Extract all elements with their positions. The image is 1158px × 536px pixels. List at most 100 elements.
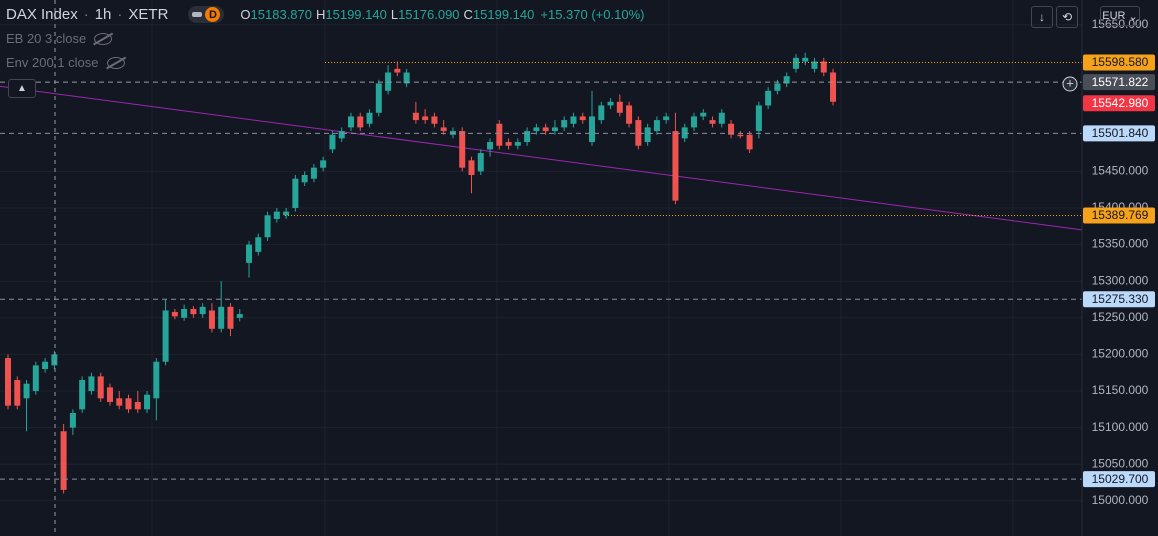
candle-body [97,376,104,399]
candle-body [802,57,809,62]
candle-body [32,365,39,392]
candle-body [811,61,818,69]
separator: · [117,6,123,23]
candle-body [329,134,336,150]
candle-body [5,358,11,406]
candle-body [14,380,21,406]
collapse-button[interactable]: ▲ [8,79,36,98]
hide-icon[interactable] [94,32,113,45]
candle-body [79,380,86,410]
candle-body [283,211,290,216]
candle-body [292,178,299,208]
hide-icon[interactable] [106,56,125,69]
candle-body [653,120,660,132]
currency-button[interactable]: EUR ⌄ [1100,6,1140,26]
price-tag [1083,471,1155,488]
candle-body [561,120,568,128]
ohlc-item: H15199.140 [316,7,387,22]
candle-body [181,309,188,318]
envelope-line [0,85,1083,231]
candle-body [616,101,623,113]
candle-body [190,309,197,315]
change: +15.370 (+0.10%) [540,7,645,22]
scroll-button[interactable]: ↓ [1031,6,1053,28]
time-grid [151,0,1014,536]
candle-body [570,116,577,124]
ohlc-key: L [390,7,399,22]
add-icon: + [1066,75,1074,90]
candle-body [227,306,234,329]
candle-body [579,116,586,121]
market-badge[interactable]: D [188,6,225,23]
candle-body [208,310,215,329]
price-tag [1083,291,1155,308]
y-tick-label: 15000.000 [1092,493,1149,507]
candle-body [635,120,642,146]
fullscreen-button[interactable]: ⟲ [1056,6,1078,28]
ohlc-item: L15176.090 [391,7,460,22]
y-tick-label: 15350.000 [1092,237,1149,251]
candle-body [422,116,429,121]
y-tick-label: 15200.000 [1092,347,1149,361]
candle-body [644,127,651,143]
y-tick-label: 15300.000 [1092,273,1149,287]
symbol: DAX Index [6,6,78,23]
y-tick-label: 15050.000 [1092,456,1149,470]
candle-body [477,153,484,172]
candle-body [42,361,49,370]
candle-body [533,127,540,132]
indicator[interactable]: EB 20 3 close [6,31,113,46]
candle-body [700,112,707,117]
candle-body [440,127,447,132]
candle-body [412,112,419,121]
candle-body [663,116,670,121]
candle-body [347,116,354,128]
candle-body [246,244,253,263]
add-button[interactable] [1062,76,1078,92]
candle-body [403,72,410,84]
interval[interactable]: 1h [94,6,112,23]
candle-body [737,134,744,137]
price-tag-label: 15542.980 [1092,96,1149,110]
candle-body [338,131,345,139]
indicator[interactable]: Env 200 1 close [6,55,125,70]
price-tag-label: 15501.840 [1092,126,1149,140]
candle-body [218,306,225,329]
candle-body [765,90,772,106]
candle-body [755,105,762,132]
separator: · [83,6,89,23]
indicator-label: Env 200 1 close [6,55,99,70]
ohlc-item: O15183.870 [240,7,312,22]
candle-body [310,167,317,179]
candle-body [718,112,725,124]
candle-body [551,127,558,132]
y-tick-label: 15250.000 [1092,310,1149,324]
candle-body [728,123,735,135]
candle-body [468,160,475,176]
candle-body [589,116,596,143]
candle-body [153,361,160,399]
candle-body [301,175,308,183]
candle-body [255,237,262,252]
ohlc-key: H [316,7,326,22]
candle-body [774,83,781,91]
price-tag-label: 15571.822 [1092,75,1149,89]
price-tag-label: 15389.769 [1092,208,1149,222]
candle-body [23,383,30,399]
candle-body [709,120,716,124]
candle-body [626,105,633,124]
candle-body [820,61,827,73]
badge-icon [192,12,203,17]
ohlc-item: C15199.140 [464,7,535,22]
candle-body [134,402,141,410]
ohlc-value: 15199.140 [472,7,535,22]
candle-body [542,127,549,132]
ohlc-value: 15176.090 [398,7,460,22]
candle-body [431,116,438,124]
price-tag [1083,125,1155,142]
candle-body [51,354,58,366]
candle-body [144,394,151,410]
symbol-header: DAX Index · 1h · XETR D O15183.870 H15199.1… [6,6,644,23]
candle-body [672,131,679,201]
